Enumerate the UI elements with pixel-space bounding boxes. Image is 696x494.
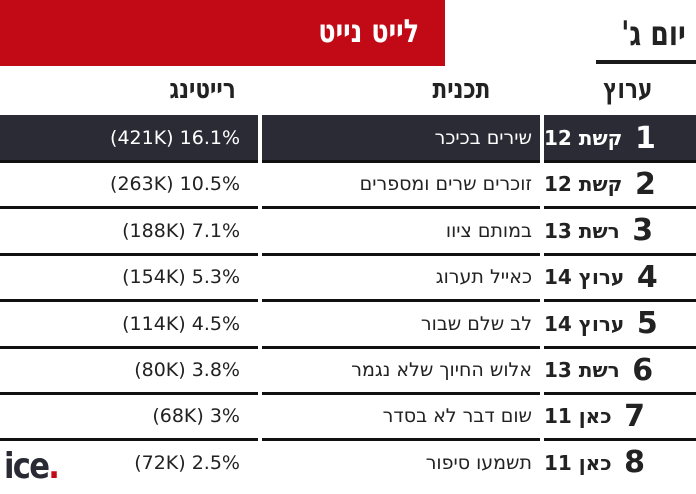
table-row: 3 רשת 13 במותם ציוו (188K) 7.1% (0, 208, 696, 256)
channel-cell: 6 רשת 13 (544, 347, 696, 393)
rating-cell: (68K) 3% (152, 405, 240, 428)
program-cell: כאייל תערוג (435, 266, 532, 289)
row-divider (0, 299, 258, 303)
row-divider (544, 438, 696, 442)
table-row: 6 רשת 13 אלוש החיוך שלא נגמר (80K) 3.8% (0, 347, 696, 395)
channel-cell: 1 קשת 12 (544, 115, 696, 161)
row-divider (262, 252, 540, 256)
logo-dot: . (48, 446, 60, 487)
rank: 8 (624, 445, 645, 481)
row-divider (544, 345, 696, 349)
rank: 2 (634, 166, 656, 202)
channel-cell: 7 כאן 11 (544, 393, 696, 439)
column-header-rating: רייטינג (169, 74, 236, 105)
channel-cell: 8 כאן 11 (544, 440, 696, 486)
row-divider (0, 206, 258, 210)
rank: 1 (634, 120, 656, 156)
channel-name: רשת 13 (544, 218, 620, 243)
channel-name: כאן 11 (544, 404, 612, 429)
day-tab-label: יום ג' (621, 14, 686, 54)
row-divider (0, 438, 258, 442)
channel-cell: 5 ערוץ 14 (544, 301, 696, 347)
column-header-channel: ערוץ (602, 74, 652, 105)
row-divider (0, 160, 258, 163)
program-cell: אלוש החיוך שלא נגמר (351, 359, 532, 381)
channel-name: ערוץ 14 (544, 265, 625, 290)
rating-cell: (80K) 3.8% (134, 359, 240, 381)
row-divider (544, 206, 696, 210)
row-divider (262, 299, 540, 303)
channel-name: ערוץ 14 (544, 311, 625, 336)
row-divider (262, 206, 540, 210)
row-divider (262, 392, 540, 395)
table-row: 1 קשת 12 שירים בכיכר (421K) 16.1% (0, 115, 696, 163)
rating-cell: (114K) 4.5% (122, 312, 240, 335)
tab-underline (596, 60, 696, 64)
rating-cell: (421K) 16.1% (0, 115, 258, 161)
rank: 5 (636, 306, 658, 342)
row-divider (544, 299, 696, 303)
logo-text: ice (4, 446, 50, 487)
row-divider (0, 252, 258, 256)
row-divider (262, 345, 540, 349)
row-divider (262, 160, 540, 163)
row-divider (544, 252, 696, 256)
row-divider (0, 345, 258, 349)
table-row: 7 כאן 11 שום דבר לא בסדר (68K) 3% (0, 393, 696, 442)
table-row: 2 קשת 12 זוכרים שרים ומספרים (263K) 10.5… (0, 161, 696, 210)
rank: 4 (636, 259, 658, 295)
program-cell: תשמעו סיפור (425, 451, 532, 474)
table-row: 5 ערוץ 14 לב שלם שבור (114K) 4.5% (0, 301, 696, 349)
channel-cell: 4 ערוץ 14 (544, 254, 696, 300)
rating-cell: (188K) 7.1% (122, 219, 240, 242)
channel-name: רשת 13 (544, 358, 620, 382)
header-banner: לייט נייט (0, 0, 445, 66)
channel-name: כאן 11 (544, 450, 612, 475)
rank: 7 (624, 398, 645, 434)
channel-name: קשת 12 (544, 126, 623, 150)
program-cell: לב שלם שבור (420, 312, 532, 335)
channel-cell: 2 קשת 12 (544, 161, 696, 207)
column-header-program: תכנית (432, 74, 490, 105)
row-divider (544, 392, 696, 395)
program-cell: שירים בכיכר (262, 115, 540, 161)
channel-cell: 3 רשת 13 (544, 208, 696, 254)
row-divider (0, 392, 258, 395)
channel-name: קשת 12 (544, 172, 623, 197)
rating-cell: (263K) 10.5% (110, 173, 240, 196)
rank: 3 (632, 213, 654, 249)
program-cell: שום דבר לא בסדר (382, 405, 532, 428)
day-tab: יום ג' (446, 0, 696, 66)
header-title: לייט נייט (318, 12, 419, 50)
table-row: 8 כאן 11 תשמעו סיפור (72K) 2.5% (0, 440, 696, 486)
rating-cell: (72K) 2.5% (134, 451, 240, 474)
table-row: 4 ערוץ 14 כאייל תערוג (154K) 5.3% (0, 254, 696, 303)
row-divider (262, 438, 540, 442)
row-divider (544, 160, 696, 163)
program-cell: במותם ציוו (445, 219, 532, 242)
ice-logo: ice. (4, 446, 60, 487)
rank: 6 (632, 352, 654, 388)
program-cell: זוכרים שרים ומספרים (359, 173, 532, 196)
rating-cell: (154K) 5.3% (122, 266, 240, 289)
